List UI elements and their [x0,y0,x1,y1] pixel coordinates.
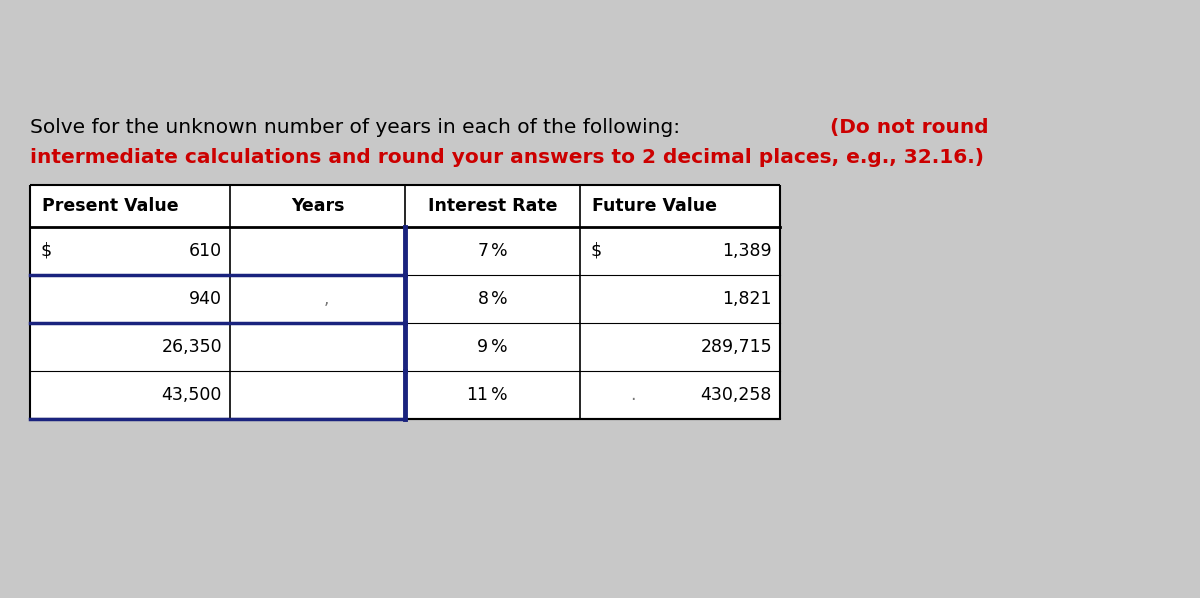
Text: 9: 9 [478,338,488,356]
Text: %: % [491,242,508,260]
Bar [30,185,780,419]
Text: 8: 8 [478,290,488,308]
Text: 11: 11 [467,386,488,404]
Text: intermediate calculations and round your answers to 2 decimal places, e.g., 32.1: intermediate calculations and round your… [30,148,984,167]
Text: Years: Years [290,197,344,215]
Text: $: $ [40,242,52,260]
Text: 289,715: 289,715 [701,338,772,356]
Text: 43,500: 43,500 [162,386,222,404]
Text: 940: 940 [190,290,222,308]
Text: 430,258: 430,258 [701,386,772,404]
Text: 7: 7 [478,242,488,260]
Text: %: % [491,338,508,356]
Text: 1,821: 1,821 [722,290,772,308]
Text: 610: 610 [188,242,222,260]
Text: 1,389: 1,389 [722,242,772,260]
Text: Future Value: Future Value [592,197,718,215]
Text: Present Value: Present Value [42,197,179,215]
Text: Interest Rate: Interest Rate [427,197,557,215]
Text: (Do not round: (Do not round [829,118,989,137]
Text: %: % [491,290,508,308]
Text: %: % [491,386,508,404]
Text: .: . [630,386,636,404]
Text: 26,350: 26,350 [161,338,222,356]
Text: Solve for the unknown number of years in each of the following:: Solve for the unknown number of years in… [30,118,686,137]
Text: ,: , [324,290,329,308]
Text: $: $ [590,242,601,260]
